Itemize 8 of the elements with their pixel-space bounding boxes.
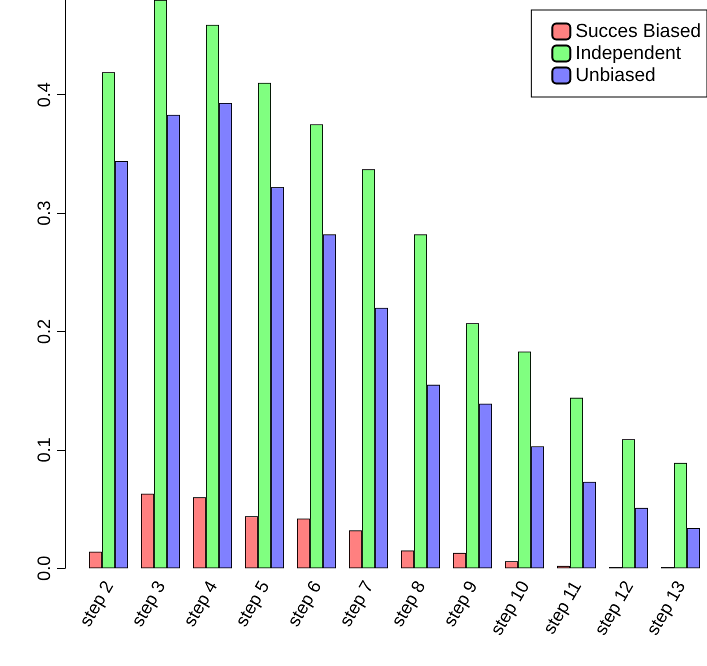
y-tick-label: 0.4 — [34, 82, 54, 108]
y-tick-label: 0.2 — [34, 318, 54, 344]
y-tick-label: 0.1 — [34, 437, 54, 462]
y-tick-label: 0.3 — [34, 200, 54, 226]
legend-label: Unbiased — [575, 65, 656, 86]
legend-label: Succes Biased — [575, 21, 702, 42]
y-tick-label: 0.0 — [34, 556, 54, 581]
legend-label: Independent — [575, 43, 682, 64]
